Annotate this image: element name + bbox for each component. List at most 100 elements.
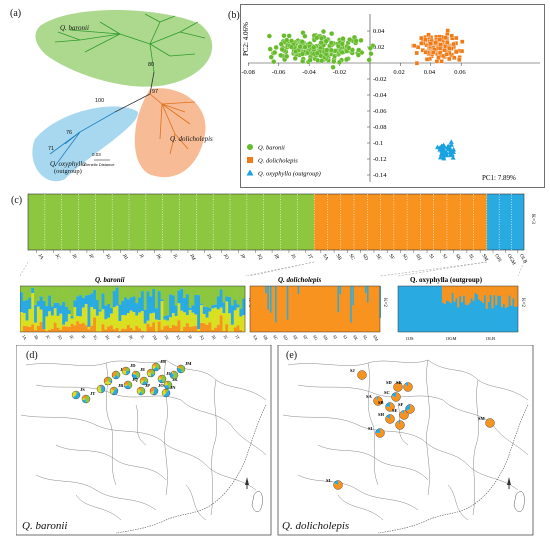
pca-point-dolicholepis <box>426 32 431 37</box>
site-pie-dolicholepis <box>401 410 404 415</box>
structure-baronii-bar <box>59 329 63 332</box>
pca-point-oxyphylla <box>448 139 454 144</box>
structure-baronii-bar <box>228 313 232 332</box>
structure-baronii-bar <box>140 310 145 331</box>
site-pie-baronii <box>147 369 151 373</box>
structure-baronii-bar <box>208 286 212 309</box>
structure-dolicholepis-blue-bar <box>358 286 360 287</box>
pca-point-baronii <box>328 40 334 46</box>
structure-baronii-bar <box>163 319 167 327</box>
structure-baronii-bar <box>138 328 142 332</box>
site-pie-baronii-outline <box>123 380 133 390</box>
baronii-pop-label: JE <box>69 334 76 341</box>
structure-baronii-bar <box>107 317 111 327</box>
pca-y-tick-label: -0.12 <box>373 156 387 163</box>
clade-label-dolicholepis: Q. dolicholepis <box>170 135 213 143</box>
structure-oxyphylla-orange-bar <box>493 286 496 296</box>
baronii-pop-label: JC <box>45 334 52 341</box>
structure-baronii-frame <box>20 285 246 333</box>
structure-oxyphylla-orange-bar <box>455 286 458 299</box>
province-boundary <box>317 444 429 481</box>
structure-pop-label: OLB <box>518 254 528 266</box>
baronii-pop-label: JN <box>163 334 170 341</box>
structure-plots: JA JC JE JF JG JH JI JK JL JM JN JO JP JQ JR JS JT SA SB SC… <box>20 193 536 342</box>
legend-marker-triangle <box>246 169 254 176</box>
phylogenetic-tree <box>32 10 213 182</box>
structure-baronii-bar <box>174 305 178 317</box>
structure-oxyphylla-orange-bar <box>476 286 479 295</box>
pca-x-tick-label: 0.06 <box>454 69 466 76</box>
structure-baronii-bar <box>25 320 29 327</box>
pca-point-baronii <box>367 45 373 51</box>
structure-baronii-bar <box>67 326 71 332</box>
legend-marker-square <box>247 157 253 163</box>
structure-baronii-bar <box>143 331 147 332</box>
structure-baronii-bar <box>160 301 164 330</box>
structure-oxyphylla-orange-bar <box>453 286 456 302</box>
structure-baronii-bar <box>135 303 139 316</box>
structure-baronii-bar <box>188 327 192 332</box>
pca-point-baronii <box>271 59 277 65</box>
structure-baronii-bar <box>65 286 69 307</box>
site-pie-baronii-outline <box>121 366 131 376</box>
site-pie-baronii <box>137 388 141 395</box>
site-pie-baronii <box>162 389 166 397</box>
site-pie-baronii <box>132 372 136 375</box>
map-frame <box>16 345 272 536</box>
connector-line <box>249 261 315 277</box>
dolicholepis-pop-label: SL <box>362 334 369 341</box>
province-boundary <box>297 474 419 511</box>
structure-oxyphylla-orange-bar <box>451 286 454 293</box>
site-label-baronii: JN <box>170 385 176 390</box>
north-arrow <box>245 477 249 485</box>
structure-baronii-bar <box>93 289 97 310</box>
structure-baronii-bar <box>129 286 133 298</box>
structure-oxyphylla-orange-bar <box>495 286 498 305</box>
baronii-pop-label: JK <box>128 334 135 341</box>
site-pie-baronii <box>122 367 126 371</box>
north-arrow <box>507 477 511 485</box>
site-pie-baronii-outline <box>139 376 149 386</box>
structure-baronii-bar <box>62 286 66 302</box>
structure-baronii-bar <box>146 291 150 321</box>
k-label-dolicholepis: K=2 <box>382 298 387 307</box>
structure-baronii-bar <box>84 304 88 326</box>
structure-baronii-bar <box>28 286 32 298</box>
site-pie-baronii <box>108 380 113 384</box>
site-label-dolicholepis: SB <box>378 400 384 405</box>
structure-oxyphylla-orange-bar <box>500 286 503 308</box>
structure-baronii-bar <box>110 325 114 332</box>
structure-baronii-bar <box>22 286 26 301</box>
structure-baronii-bar <box>208 322 212 332</box>
bootstrap-97: 97 <box>152 89 159 95</box>
pca-point-oxyphylla <box>448 147 454 152</box>
pca-point-dolicholepis <box>437 45 443 51</box>
legend-marker-circle <box>247 144 253 150</box>
structure-baronii-bar <box>56 302 60 316</box>
structure-oxyphylla-orange-bar <box>445 286 448 301</box>
site-pie-baronii <box>163 390 170 397</box>
structure-pop-label: SJ <box>441 254 448 261</box>
structure-baronii-bar <box>76 286 80 297</box>
structure-baronii-bar <box>160 329 164 332</box>
pca-point-dolicholepis <box>457 57 462 62</box>
pca-point-baronii <box>281 33 287 39</box>
connector-line <box>517 261 525 277</box>
pca-point-baronii <box>273 44 279 50</box>
structure-baronii-bar <box>81 297 85 308</box>
north-arrow-stem <box>508 485 510 489</box>
structure-baronii-bar <box>104 329 108 332</box>
province-boundary <box>297 384 444 401</box>
site-pie-baronii <box>133 371 136 375</box>
structure-baronii-bar <box>208 308 212 312</box>
k-label-baronii: K=4 <box>247 298 252 307</box>
structure-baronii-bar <box>225 301 229 325</box>
site-pie-dolicholepis <box>485 418 495 428</box>
pca-point-baronii <box>331 58 337 65</box>
coastline <box>377 404 529 534</box>
bootstrap-76: 76 <box>66 130 73 136</box>
site-pie-baronii-outline <box>96 384 106 394</box>
pca-point-baronii <box>279 46 285 52</box>
structure-baronii-bar <box>177 303 181 321</box>
structure-baronii-bar <box>70 323 74 332</box>
